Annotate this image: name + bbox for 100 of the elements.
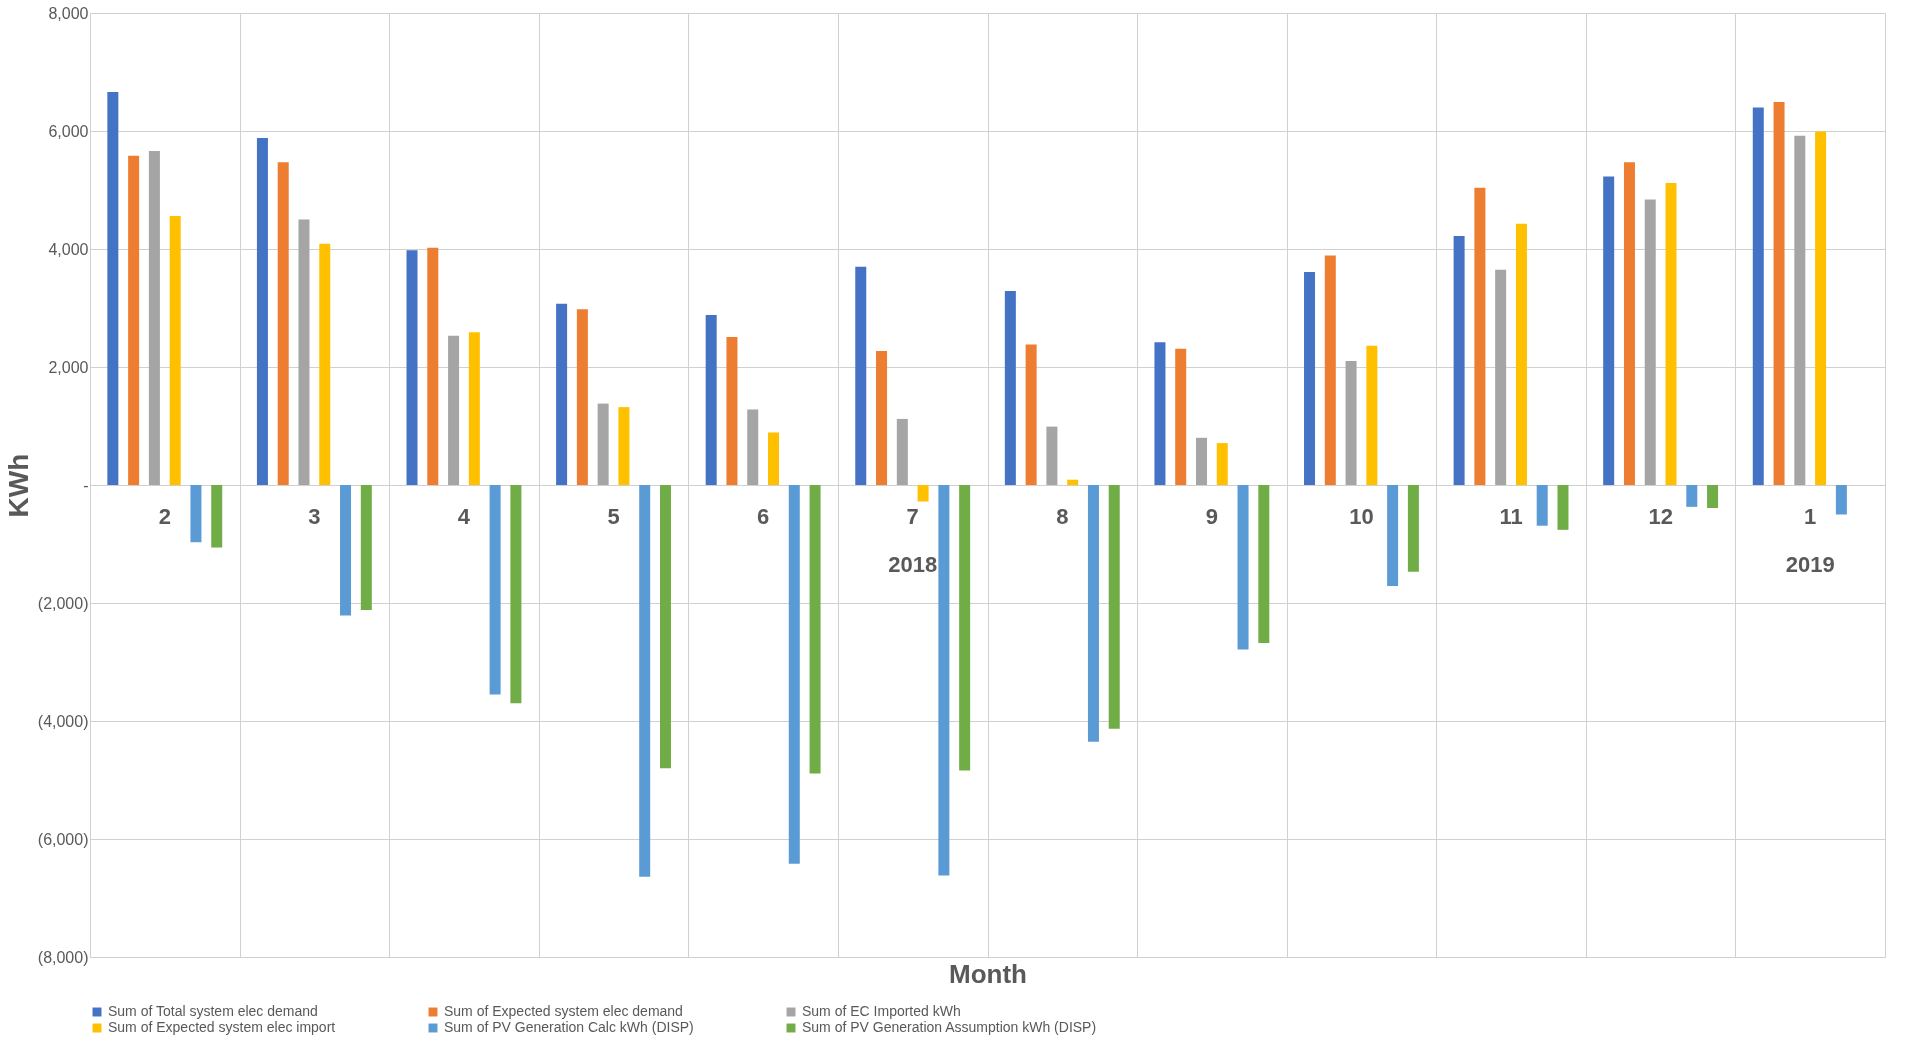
bar: [360, 485, 372, 611]
bar: [896, 418, 908, 485]
x-tick-label: 12: [1648, 504, 1673, 529]
annotation: 2019: [1785, 552, 1835, 577]
x-tick-label: 11: [1499, 504, 1523, 529]
bar: [1304, 272, 1316, 485]
bar: [1108, 485, 1120, 729]
bar: [1087, 485, 1099, 742]
bar: [1324, 255, 1336, 485]
bar: [1603, 176, 1615, 485]
bar: [726, 336, 738, 485]
bar: [1407, 485, 1419, 572]
bar: [747, 409, 759, 485]
x-tick-label: 7: [906, 504, 919, 529]
bar: [1515, 223, 1527, 485]
bar: [1175, 348, 1187, 485]
bar: [788, 485, 800, 864]
bar: [1258, 485, 1270, 644]
bar: [597, 403, 609, 485]
legend-label: Sum of PV Generation Calc kWh (DISP): [444, 1019, 694, 1035]
legend-label: Sum of EC Imported kWh: [802, 1003, 961, 1019]
y-tick-label: 6,000: [48, 122, 89, 140]
y-tick-label: (2,000): [37, 594, 89, 612]
bar: [190, 485, 202, 543]
bar: [768, 432, 780, 485]
bar: [468, 332, 480, 485]
x-tick-label: 5: [607, 504, 620, 529]
bar: [639, 485, 651, 877]
x-tick-label: 9: [1205, 504, 1218, 529]
bar: [489, 485, 501, 695]
legend-label: Sum of PV Generation Assumption kWh (DISP): [802, 1019, 1097, 1035]
bar: [1216, 443, 1228, 485]
bar: [1154, 342, 1166, 485]
bar: [1557, 485, 1569, 530]
legend-label: Sum of Total system elec demand: [108, 1003, 318, 1019]
bar: [1686, 485, 1698, 507]
bar: [556, 303, 568, 485]
bar: [1237, 485, 1249, 650]
bar: [298, 219, 310, 485]
y-tick-label: (6,000): [37, 830, 89, 848]
x-tick-label: 3: [308, 504, 321, 529]
x-tick-label: 8: [1056, 504, 1069, 529]
bar: [1835, 485, 1847, 515]
bar: [510, 485, 522, 704]
bar: [148, 151, 160, 485]
bar: [1453, 236, 1465, 485]
x-tick-label: 10: [1349, 504, 1374, 529]
legend-label: Sum of Expected system elec import: [108, 1019, 336, 1035]
bar: [1004, 290, 1016, 485]
bar: [959, 485, 971, 771]
annotation: 2018: [888, 552, 938, 577]
bar: [659, 485, 671, 769]
bar: [211, 485, 223, 548]
bar: [1773, 102, 1785, 485]
x-tick-label: 1: [1804, 504, 1817, 529]
y-tick-label: (8,000): [37, 948, 89, 966]
bar: [1623, 162, 1635, 485]
bar: [1665, 182, 1677, 485]
bar: [855, 266, 867, 485]
x-tick-label: 2: [158, 504, 171, 529]
y-tick-label: 4,000: [48, 240, 89, 258]
bar: [1345, 361, 1357, 485]
bar: [809, 485, 821, 774]
bar: [1025, 344, 1037, 485]
bar: [1474, 187, 1486, 485]
bar: [107, 92, 119, 485]
bar: [1387, 485, 1399, 586]
y-axis-title: KWh: [2, 453, 34, 518]
bar: [169, 215, 181, 485]
bar: [1046, 426, 1058, 485]
bar: [427, 247, 439, 485]
bar: [876, 351, 888, 485]
bar: [1794, 135, 1806, 485]
bar: [256, 138, 268, 485]
bar: [1644, 199, 1656, 485]
bar: [1707, 485, 1719, 509]
bar: [1536, 485, 1548, 526]
bar: [705, 315, 717, 485]
x-tick-label: 4: [457, 504, 471, 529]
bar: [938, 485, 950, 876]
bar: [576, 309, 588, 485]
bar: [1195, 437, 1207, 485]
y-tick-label: -: [83, 476, 89, 494]
bar: [1815, 131, 1827, 485]
y-tick-label: 8,000: [48, 4, 89, 22]
bar: [1366, 345, 1378, 485]
bar: [1495, 269, 1507, 485]
y-tick-label: (4,000): [37, 712, 89, 730]
bar: [128, 155, 140, 485]
y-tick-label: 2,000: [48, 358, 89, 376]
bar: [406, 250, 418, 485]
bar: [1752, 107, 1764, 485]
bar: [340, 485, 352, 616]
bar: [1067, 479, 1079, 485]
bar: [448, 335, 460, 485]
bar: [917, 485, 929, 502]
x-axis-title: Month: [949, 958, 1027, 989]
legend-label: Sum of Expected system elec demand: [444, 1003, 683, 1019]
bar: [319, 243, 331, 485]
bar: [618, 407, 630, 485]
